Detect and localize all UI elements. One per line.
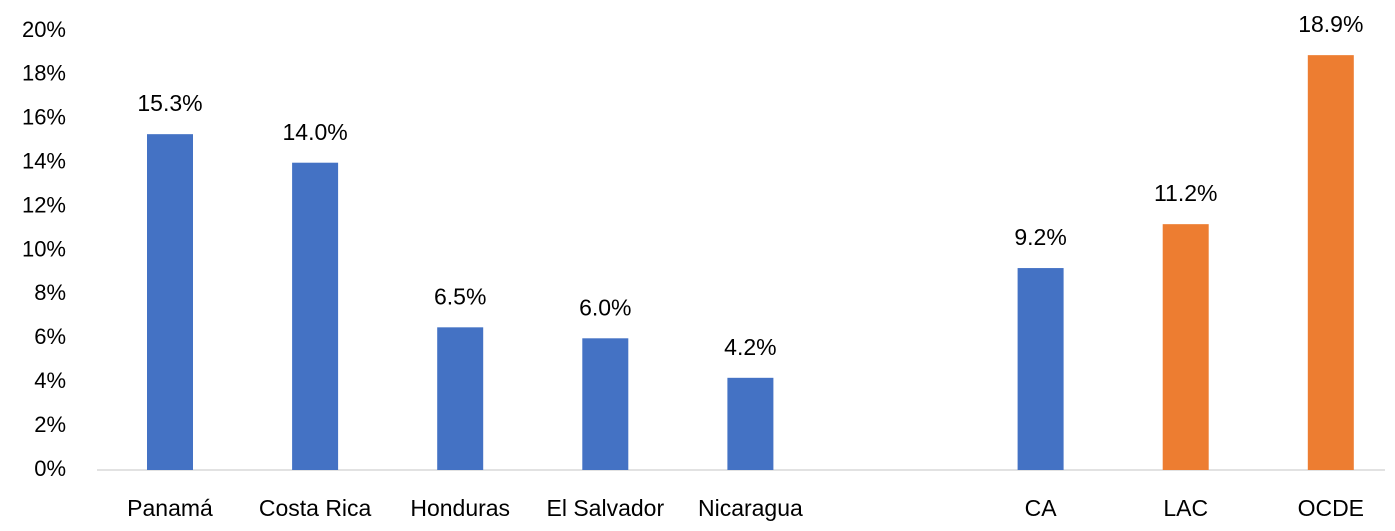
y-tick-label: 20%	[22, 17, 66, 42]
x-tick-label: LAC	[1163, 495, 1208, 521]
y-tick-label: 10%	[22, 236, 66, 261]
y-tick-label: 14%	[22, 149, 66, 174]
x-tick-label: OCDE	[1298, 495, 1364, 521]
y-tick-label: 12%	[22, 192, 66, 217]
y-tick-label: 4%	[34, 368, 66, 393]
bar	[1017, 268, 1064, 470]
x-tick-label: Nicaragua	[698, 495, 803, 521]
bar	[1162, 224, 1209, 470]
bar	[437, 327, 484, 470]
bar	[582, 338, 629, 470]
y-tick-label: 8%	[34, 280, 66, 305]
y-tick-label: 0%	[34, 456, 66, 481]
value-label: 15.3%	[137, 90, 202, 116]
x-tick-label: El Salvador	[546, 495, 664, 521]
value-label: 9.2%	[1014, 224, 1066, 250]
value-label: 6.0%	[579, 294, 631, 320]
x-tick-label: Honduras	[410, 495, 510, 521]
value-label: 14.0%	[282, 119, 347, 145]
x-tick-label: Costa Rica	[259, 495, 372, 521]
x-tick-label: CA	[1025, 495, 1058, 521]
y-tick-label: 6%	[34, 324, 66, 349]
y-tick-label: 16%	[22, 105, 66, 130]
bar	[727, 377, 774, 470]
y-tick-label: 2%	[34, 412, 66, 437]
value-label: 11.2%	[1154, 180, 1218, 206]
bar	[292, 162, 339, 470]
value-label: 6.5%	[434, 283, 486, 309]
value-label: 18.9%	[1298, 11, 1363, 37]
x-tick-label: Panamá	[127, 495, 213, 521]
y-tick-label: 18%	[22, 61, 66, 86]
value-label: 4.2%	[724, 334, 776, 360]
bar	[147, 134, 193, 471]
bar	[1307, 55, 1354, 471]
